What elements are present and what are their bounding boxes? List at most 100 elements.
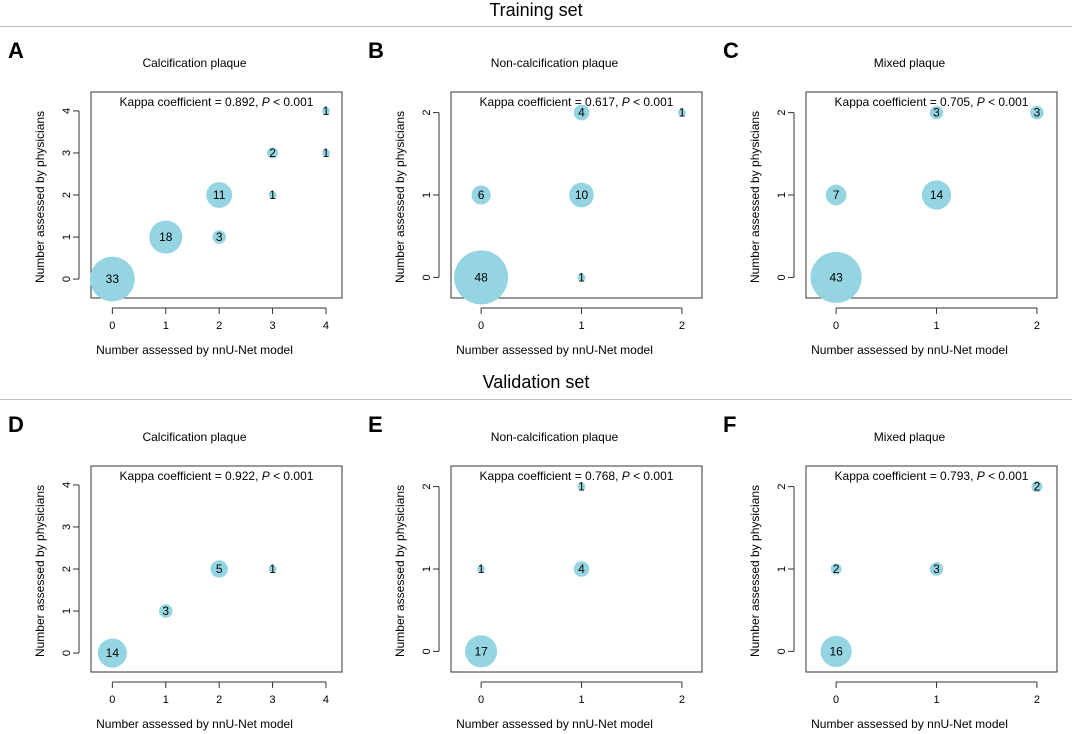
panel-b: B Non-calcification plaque 0 1 2 0 1 2 Number as… <box>360 30 710 360</box>
panel-letter: F <box>723 412 736 437</box>
y-tick-label: 2 <box>61 566 73 572</box>
x-tick-label: 0 <box>833 694 839 706</box>
bubble-point <box>206 182 233 208</box>
x-axis-label: Number assessed by nnU-Net model <box>456 717 653 731</box>
x-tick-label: 1 <box>933 320 939 332</box>
kappa-text: Kappa coefficient = 0.705, <box>835 95 977 109</box>
y-tick-label: 1 <box>61 608 73 614</box>
x-tick-label: 2 <box>216 320 222 332</box>
y-tick-label: 0 <box>61 276 73 282</box>
x-tick-label: 2 <box>1034 694 1040 706</box>
bubble-point <box>267 147 279 159</box>
y-tick-label: 1 <box>421 192 433 198</box>
kappa-text: Kappa coefficient = 0.793, <box>835 469 977 483</box>
bubble-count-label: 14 <box>106 646 120 660</box>
bubble-point <box>577 273 586 282</box>
x-tick-label: 1 <box>578 320 584 332</box>
x-axis-label: Number assessed by nnU-Net model <box>96 343 293 357</box>
section-divider-training <box>0 26 1072 27</box>
x-tick-label: 2 <box>679 694 685 706</box>
x-axis-label: Number assessed by nnU-Net model <box>811 343 1008 357</box>
bubble-point <box>569 182 594 208</box>
p-symbol: P <box>622 469 630 483</box>
bubble-point <box>1030 105 1044 120</box>
y-tick-label: 2 <box>421 110 433 116</box>
bubble-point <box>825 184 847 206</box>
plot-frame <box>805 465 1058 673</box>
x-axis-label: Number assessed by nnU-Net model <box>811 717 1008 731</box>
p-symbol: P <box>977 95 985 109</box>
y-axis-label: Number assessed by physicians <box>748 485 762 657</box>
bubble-count-label: 11 <box>213 188 226 202</box>
p-symbol: P <box>262 469 270 483</box>
p-symbol: P <box>622 95 630 109</box>
chart-title: Non-calcification plaque <box>491 430 619 444</box>
panel-letter: C <box>723 38 739 63</box>
bubble-point <box>471 185 491 205</box>
bubble-point <box>97 638 127 668</box>
bubble-count-label: 5 <box>216 562 223 576</box>
kappa-text: Kappa coefficient = 0.922, <box>120 469 262 483</box>
bubble-count-label: 10 <box>575 188 589 202</box>
chart-svg: D Calcification plaque 0 1 2 3 4 0 1 2 3 4 Number as… <box>8 412 343 731</box>
bubble-point <box>810 251 862 303</box>
bubble-point <box>573 561 590 577</box>
bubble-point <box>830 563 842 575</box>
chart-svg: B Non-calcification plaque 0 1 2 0 1 2 Number as… <box>368 38 703 357</box>
bubble-point <box>929 562 944 576</box>
y-tick-label: 0 <box>421 648 433 654</box>
y-axis-label: Number assessed by physicians <box>33 485 47 657</box>
bubble-count-label: 2 <box>269 146 276 160</box>
x-tick-label: 1 <box>933 694 939 706</box>
panel-letter: E <box>368 412 383 437</box>
panel-f: F Mixed plaque 0 1 2 0 1 2 Number assessed by nn… <box>715 404 1065 734</box>
section-title-training: Training set <box>489 0 583 20</box>
bubble-point <box>322 107 330 115</box>
bubble-count-label: 4 <box>578 106 585 120</box>
x-tick-label: 1 <box>163 320 169 332</box>
bubble-point <box>212 230 226 244</box>
y-tick-label: 0 <box>421 274 433 280</box>
x-axis-label: Number assessed by nnU-Net model <box>96 717 293 731</box>
bubble-point <box>678 108 686 117</box>
plot-frame <box>450 91 703 299</box>
bubble-point <box>268 565 277 573</box>
bubble-point <box>454 250 509 305</box>
plot-frame <box>805 91 1058 299</box>
x-tick-label: 0 <box>109 694 115 706</box>
bubble-count-label: 3 <box>216 230 223 244</box>
bubble-count-label: 1 <box>679 106 686 120</box>
y-tick-label: 3 <box>61 150 73 156</box>
y-tick-label: 0 <box>61 650 73 656</box>
chart-title: Calcification plaque <box>142 56 246 70</box>
bubble-point <box>820 635 852 667</box>
bubble-count-label: 48 <box>474 270 488 284</box>
p-symbol: P <box>977 469 985 483</box>
bubble-count-label: 18 <box>159 230 173 244</box>
plot-frame <box>450 465 703 673</box>
bubble-count-label: 1 <box>323 104 330 118</box>
bubble-count-label: 7 <box>833 188 840 202</box>
bubble-count-label: 3 <box>1034 106 1041 120</box>
bubble-count-label: 1 <box>269 188 276 202</box>
x-tick-label: 2 <box>1034 320 1040 332</box>
x-tick-label: 0 <box>833 320 839 332</box>
bubble-point <box>921 180 952 210</box>
section-title-validation: Validation set <box>482 372 590 392</box>
chart-title: Non-calcification plaque <box>491 56 619 70</box>
kappa-annotation: Kappa coefficient = 0.892, P < 0.001 <box>120 95 314 109</box>
y-tick-label: 1 <box>776 192 788 198</box>
chart-title: Calcification plaque <box>142 430 246 444</box>
x-tick-label: 2 <box>216 694 222 706</box>
x-tick-label: 0 <box>109 320 115 332</box>
kappa-text: Kappa coefficient = 0.892, <box>120 95 262 109</box>
p-value-text: < 0.001 <box>630 469 674 483</box>
y-tick-label: 4 <box>61 108 73 114</box>
panel-a: A Calcification plaque 0 1 2 3 4 0 1 2 3 4 Number as… <box>0 30 350 360</box>
y-tick-label: 0 <box>776 648 788 654</box>
p-symbol: P <box>262 95 270 109</box>
bubble-count-label: 14 <box>930 188 944 202</box>
y-axis-label: Number assessed by physicians <box>393 111 407 283</box>
y-tick-label: 2 <box>61 192 73 198</box>
p-value-text: < 0.001 <box>985 469 1029 483</box>
